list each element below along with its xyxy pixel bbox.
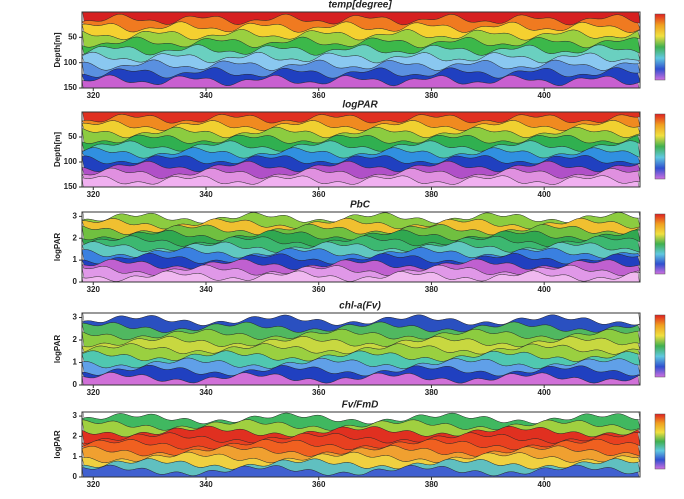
x-tick-label: 400	[538, 285, 552, 294]
x-tick-label: 360	[312, 388, 326, 397]
contour-field	[82, 12, 640, 88]
y-axis-label: logPAR	[53, 233, 62, 262]
y-axis-label: logPAR	[53, 335, 62, 364]
y-tick-label: 0	[73, 380, 78, 389]
plot-frame	[81, 11, 641, 89]
contour-band	[82, 175, 640, 187]
panel-title: Fv/FmD	[342, 400, 379, 411]
y-tick-label: 150	[64, 83, 78, 92]
y-tick-label: 0	[73, 472, 78, 481]
y-tick-label: 50	[68, 32, 77, 41]
colorbar	[654, 314, 666, 378]
x-tick-label: 320	[87, 388, 101, 397]
panel-title: chl-a(Fv)	[339, 301, 381, 312]
x-tick-label: 320	[87, 190, 101, 199]
x-tick-label: 340	[199, 480, 213, 489]
y-tick-label: 2	[73, 335, 78, 344]
plot-frame	[81, 411, 641, 478]
contour-field	[82, 212, 640, 282]
y-axis-label: logPAR	[53, 430, 62, 459]
y-tick-label: 100	[64, 58, 78, 67]
x-tick-label: 340	[199, 91, 213, 100]
y-axis-label: Depth[m]	[53, 32, 62, 67]
contour-band	[82, 372, 640, 385]
x-tick-label: 380	[425, 388, 439, 397]
x-tick-label: 320	[87, 91, 101, 100]
contour-band	[82, 464, 640, 477]
x-tick-label: 380	[425, 190, 439, 199]
colorbar	[654, 213, 666, 275]
colorbar	[654, 413, 666, 470]
plot-frame	[81, 312, 641, 386]
x-tick-label: 360	[312, 190, 326, 199]
colorbar	[654, 13, 666, 81]
x-tick-label: 380	[425, 91, 439, 100]
panel-title: logPAR	[342, 100, 378, 111]
y-tick-label: 3	[73, 411, 78, 420]
y-tick-label: 50	[68, 132, 77, 141]
colorbar	[654, 113, 666, 180]
contour-field	[82, 412, 640, 477]
x-tick-label: 320	[87, 480, 101, 489]
plot-frame	[81, 111, 641, 188]
x-tick-label: 400	[538, 388, 552, 397]
x-tick-label: 360	[312, 480, 326, 489]
y-tick-label: 2	[73, 233, 78, 242]
x-tick-label: 400	[538, 480, 552, 489]
contour-field	[82, 112, 640, 187]
contour-band	[82, 74, 640, 88]
contour-band	[82, 270, 640, 282]
y-tick-label: 0	[73, 277, 78, 286]
y-tick-label: 3	[73, 211, 78, 220]
x-tick-label: 340	[199, 190, 213, 199]
contour-field	[82, 313, 640, 385]
x-tick-label: 320	[87, 285, 101, 294]
x-tick-label: 380	[425, 480, 439, 489]
x-tick-label: 340	[199, 285, 213, 294]
y-tick-label: 100	[64, 157, 78, 166]
x-tick-label: 400	[538, 190, 552, 199]
y-tick-label: 1	[73, 358, 78, 367]
x-tick-label: 360	[312, 91, 326, 100]
y-tick-label: 1	[73, 452, 78, 461]
y-tick-label: 2	[73, 431, 78, 440]
y-tick-label: 1	[73, 255, 78, 264]
panel-title: PbC	[350, 200, 371, 211]
y-tick-label: 150	[64, 182, 78, 191]
panel-title: temp[degree]	[328, 0, 392, 11]
y-axis-label: Depth[m]	[53, 132, 62, 167]
y-tick-label: 3	[73, 313, 78, 322]
plot-frame	[81, 211, 641, 283]
x-tick-label: 380	[425, 285, 439, 294]
x-tick-label: 400	[538, 91, 552, 100]
x-tick-label: 360	[312, 285, 326, 294]
x-tick-label: 340	[199, 388, 213, 397]
